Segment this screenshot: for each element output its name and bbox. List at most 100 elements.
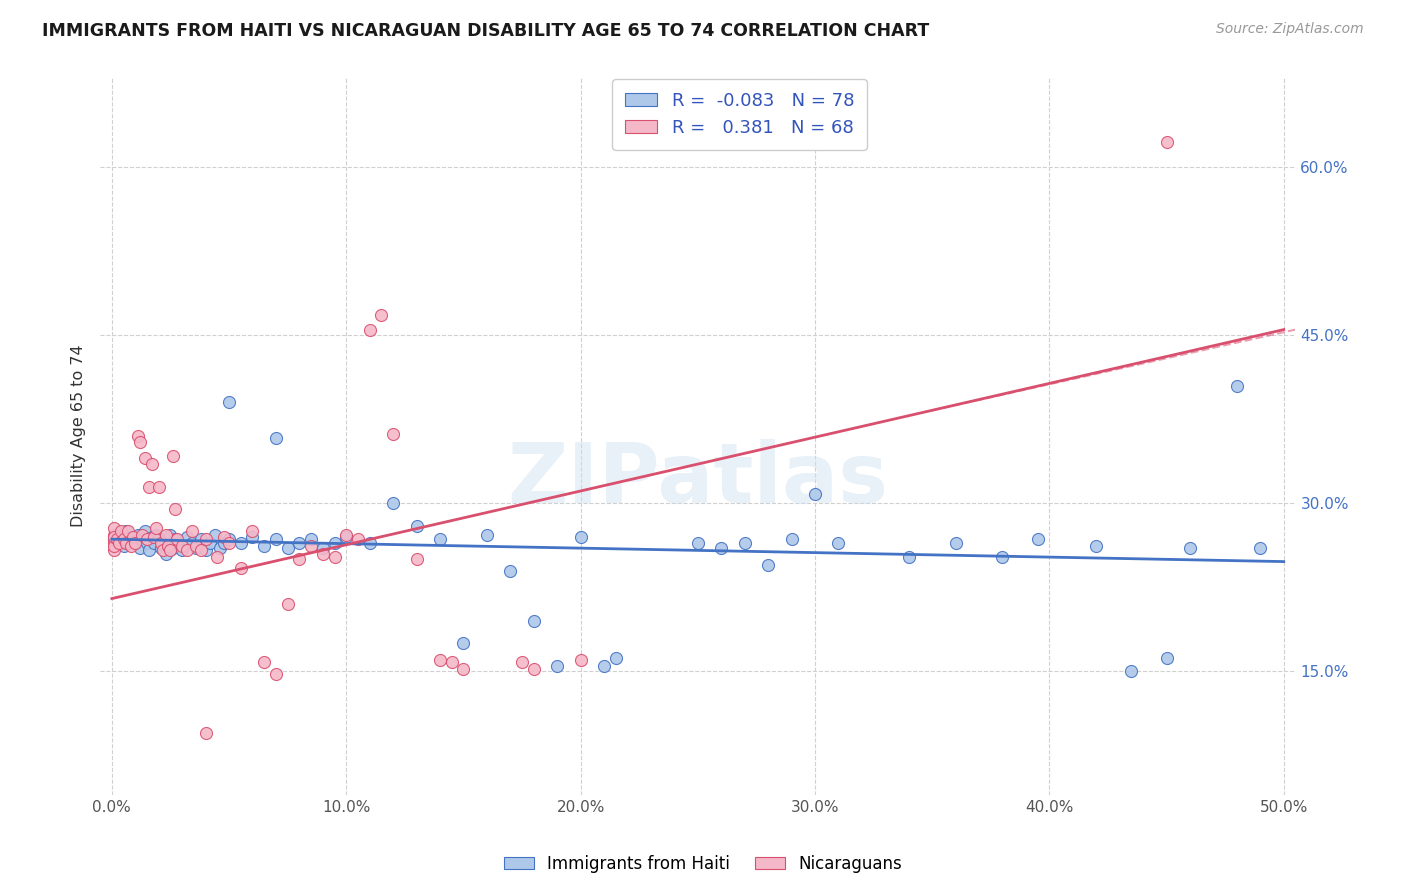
Point xyxy=(214,535,236,549)
Point xyxy=(347,532,370,546)
Point xyxy=(122,530,145,544)
Point xyxy=(110,530,132,544)
Point xyxy=(103,521,125,535)
Point xyxy=(312,547,335,561)
Point xyxy=(105,532,128,546)
Point xyxy=(127,429,149,443)
Point xyxy=(110,524,132,539)
Point xyxy=(129,541,152,556)
Point xyxy=(157,539,180,553)
Point xyxy=(1121,665,1143,679)
Point xyxy=(145,527,167,541)
Point xyxy=(150,535,173,549)
Point xyxy=(523,662,546,676)
Point xyxy=(523,614,546,628)
Point xyxy=(103,535,125,549)
Point xyxy=(190,543,212,558)
Point xyxy=(405,552,427,566)
Point xyxy=(370,308,392,322)
Point xyxy=(299,532,322,546)
Point xyxy=(143,535,166,549)
Point xyxy=(165,502,187,516)
Point xyxy=(207,550,229,565)
Point xyxy=(686,535,709,549)
Point xyxy=(148,532,170,546)
Point xyxy=(162,541,184,556)
Point xyxy=(218,395,240,409)
Point xyxy=(405,518,427,533)
Point xyxy=(277,541,299,556)
Point xyxy=(429,653,451,667)
Text: ZIPatlas: ZIPatlas xyxy=(508,439,889,520)
Point xyxy=(991,550,1014,565)
Point xyxy=(335,527,357,541)
Point xyxy=(1249,541,1271,556)
Point xyxy=(112,532,135,546)
Point xyxy=(194,726,217,740)
Legend: Immigrants from Haiti, Nicaraguans: Immigrants from Haiti, Nicaraguans xyxy=(498,848,908,880)
Point xyxy=(1085,539,1108,553)
Text: Source: ZipAtlas.com: Source: ZipAtlas.com xyxy=(1216,22,1364,37)
Point xyxy=(131,532,153,546)
Point xyxy=(115,535,138,549)
Text: IMMIGRANTS FROM HAITI VS NICARAGUAN DISABILITY AGE 65 TO 74 CORRELATION CHART: IMMIGRANTS FROM HAITI VS NICARAGUAN DISA… xyxy=(42,22,929,40)
Point xyxy=(569,530,592,544)
Point xyxy=(172,539,194,553)
Point xyxy=(159,527,181,541)
Point xyxy=(180,524,202,539)
Point xyxy=(264,431,287,445)
Point xyxy=(134,524,156,539)
Point xyxy=(546,658,568,673)
Point xyxy=(124,535,146,549)
Point xyxy=(335,530,357,544)
Point xyxy=(214,530,236,544)
Point xyxy=(166,535,188,549)
Point xyxy=(323,535,346,549)
Point xyxy=(510,656,533,670)
Point xyxy=(172,543,194,558)
Point xyxy=(218,532,240,546)
Point xyxy=(475,527,498,541)
Point xyxy=(112,532,135,546)
Point xyxy=(103,530,125,544)
Point xyxy=(103,539,125,553)
Point xyxy=(359,535,381,549)
Point xyxy=(190,532,212,546)
Point xyxy=(136,532,159,546)
Point xyxy=(150,541,173,556)
Point xyxy=(117,535,139,549)
Point xyxy=(105,527,128,541)
Point xyxy=(115,524,138,539)
Point xyxy=(148,479,170,493)
Point xyxy=(194,543,217,558)
Point xyxy=(1156,136,1178,150)
Point xyxy=(242,530,264,544)
Point xyxy=(108,535,131,549)
Point xyxy=(176,543,198,558)
Point xyxy=(152,535,174,549)
Point xyxy=(143,530,166,544)
Point xyxy=(288,535,311,549)
Legend: R =  -0.083   N = 78, R =   0.381   N = 68: R = -0.083 N = 78, R = 0.381 N = 68 xyxy=(612,79,868,150)
Point xyxy=(155,547,177,561)
Point xyxy=(1156,651,1178,665)
Point xyxy=(1226,378,1249,392)
Point xyxy=(120,530,142,544)
Point xyxy=(453,636,475,650)
Point xyxy=(827,535,849,549)
Point xyxy=(208,541,231,556)
Point xyxy=(127,527,149,541)
Point xyxy=(186,539,208,553)
Point xyxy=(155,527,177,541)
Point xyxy=(152,543,174,558)
Point xyxy=(120,539,142,553)
Point xyxy=(593,658,616,673)
Point xyxy=(194,532,217,546)
Point xyxy=(897,550,920,565)
Point xyxy=(264,532,287,546)
Point xyxy=(734,535,756,549)
Y-axis label: Disability Age 65 to 74: Disability Age 65 to 74 xyxy=(72,344,86,527)
Point xyxy=(141,530,163,544)
Point xyxy=(323,550,346,565)
Point xyxy=(710,541,733,556)
